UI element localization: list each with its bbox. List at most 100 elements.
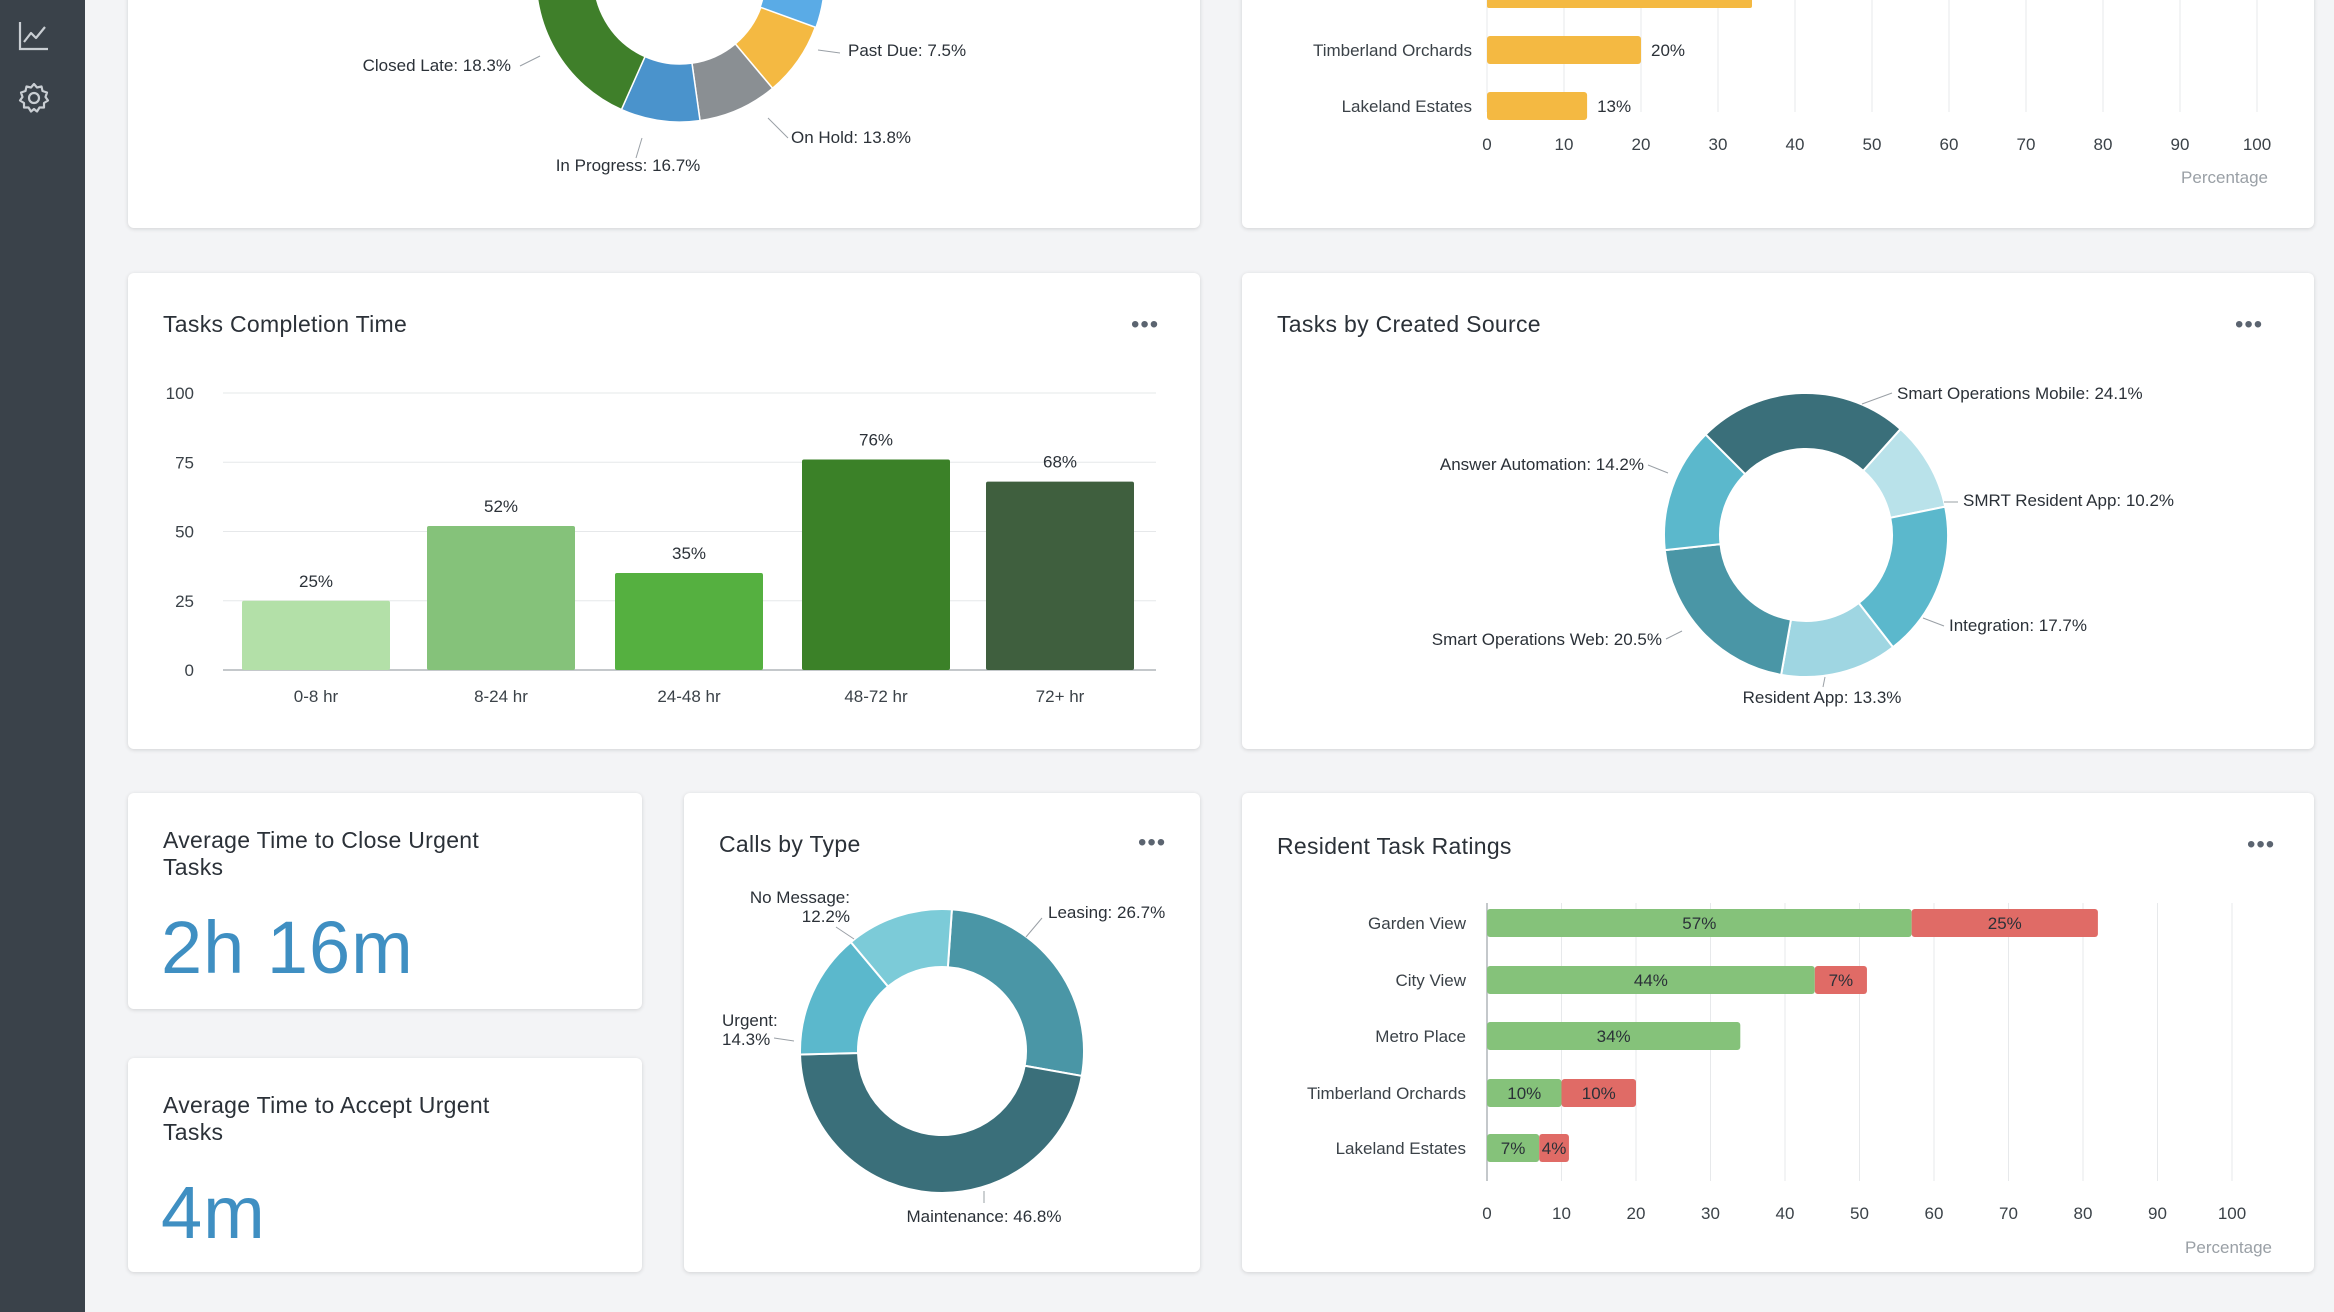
- bar-value-label: 68%: [1043, 453, 1077, 472]
- slice-label: Urgent:: [722, 1011, 778, 1030]
- x-tick-label: 80: [2074, 1204, 2093, 1223]
- avg-close-urgent-card: Average Time to Close Urgent Tasks 2h 16…: [128, 793, 642, 1009]
- bar-segment: [1487, 966, 1815, 994]
- bar-value-label: 35%: [672, 544, 706, 563]
- card-title: Tasks by Created Source: [1277, 311, 1541, 337]
- property-percentage-bar-chart: 0 10 20 30 40 50 60 70 80 90 100 Timberland Orchard…: [1313, 0, 2271, 187]
- axis-title: Percentage: [2185, 1238, 2272, 1257]
- x-tick-label: 80: [2094, 135, 2113, 154]
- tasks-completion-time-card: Tasks Completion Time ••• 0 25 50 75 100 25% 0…: [128, 273, 1200, 749]
- x-tick-label: 20: [1632, 135, 1651, 154]
- calls-by-type-card: Calls by Type ••• Leasing: 26.7% Maintena…: [684, 793, 1200, 1272]
- gear-icon[interactable]: [16, 80, 52, 116]
- x-tick-label: 0-8 hr: [294, 687, 339, 706]
- category-label: Timberland Orchards: [1307, 1084, 1466, 1103]
- x-tick-label: 50: [1863, 135, 1882, 154]
- x-tick-label: 48-72 hr: [844, 687, 908, 706]
- resident-task-ratings-bar-chart: 0 10 20 30 40 50 60 70 80 90 100 Garden View 57% 25% C…: [1307, 903, 2272, 1257]
- bar-value-label: 10%: [1507, 1084, 1541, 1103]
- x-tick-label: 60: [1940, 135, 1959, 154]
- bar-value-label: 13%: [1597, 97, 1631, 116]
- category-label: City View: [1395, 971, 1466, 990]
- donut-slice: [760, 0, 823, 28]
- x-tick-label: 90: [2148, 1204, 2167, 1223]
- bar-segment: [1487, 1134, 1540, 1162]
- slice-label: 12.2%: [802, 907, 850, 926]
- bar: [242, 600, 390, 670]
- bar: [615, 573, 763, 670]
- bar-value-label: 52%: [484, 497, 518, 516]
- bar: [802, 459, 950, 670]
- donut-slice: [849, 908, 953, 988]
- y-tick-label: 0: [185, 661, 194, 680]
- slice-label: Integration: 17.7%: [1949, 616, 2087, 635]
- bar-segment: [1814, 966, 1867, 994]
- slice-label: SMRT Resident App: 10.2%: [1963, 491, 2174, 510]
- x-tick-label: 50: [1850, 1204, 1869, 1223]
- avg-accept-urgent-card: Average Time to Accept Urgent Tasks 4m: [128, 1058, 642, 1272]
- x-tick-label: 0: [1482, 1204, 1491, 1223]
- x-tick-label: 60: [1925, 1204, 1944, 1223]
- axis-title: Percentage: [2181, 168, 2268, 187]
- x-tick-label: 20: [1627, 1204, 1646, 1223]
- slice-label: Resident App: 13.3%: [1743, 688, 1902, 707]
- card-title: Resident Task Ratings: [1277, 833, 1512, 859]
- x-tick-label: 30: [1709, 135, 1728, 154]
- card-menu-button[interactable]: •••: [2247, 831, 2276, 858]
- donut-slice: [946, 908, 1085, 1078]
- category-label: Lakeland Estates: [1336, 1139, 1466, 1158]
- task-status-card: Past Due: 7.5% On Hold: 13.8% In Progress:…: [128, 0, 1200, 228]
- bar-segment: [1487, 909, 1912, 937]
- bar-value-label: 76%: [859, 430, 893, 449]
- category-label: Timberland Orchards: [1313, 41, 1472, 60]
- donut-slice: [799, 1052, 1083, 1194]
- bar-value-label: 25%: [299, 572, 333, 591]
- calls-by-type-donut-chart: Leasing: 26.7%Maintenance: 46.8%Urgent:1…: [722, 888, 1165, 1226]
- x-tick-label: 40: [1776, 1204, 1795, 1223]
- bar-segment: [1539, 1134, 1569, 1162]
- bar-value-label: 34%: [1597, 1027, 1631, 1046]
- bar-value-label: 4%: [1542, 1139, 1567, 1158]
- property-bars-card: 0 10 20 30 40 50 60 70 80 90 100 Timberland Orchard…: [1242, 0, 2314, 228]
- card-menu-button[interactable]: •••: [1138, 829, 1167, 856]
- bar: [1487, 36, 1641, 64]
- leader-line: [835, 926, 855, 940]
- slice-label: In Progress: 16.7%: [556, 156, 701, 175]
- bar-value-label: 25%: [1988, 914, 2022, 933]
- slice-label: On Hold: 13.8%: [791, 128, 911, 147]
- leader-line: [1025, 917, 1043, 938]
- leader-line: [635, 137, 643, 159]
- card-title: Average Time to Close Urgent Tasks: [163, 827, 480, 880]
- x-tick-label: 70: [2017, 135, 2036, 154]
- slice-label: Closed Late: 18.3%: [363, 56, 511, 75]
- leader-line: [519, 55, 541, 67]
- card-title: Tasks Completion Time: [163, 311, 408, 337]
- bar: [1487, 0, 1752, 8]
- card-title: Average Time to Accept Urgent Tasks: [163, 1092, 490, 1145]
- slice-label: Maintenance: 46.8%: [907, 1207, 1062, 1226]
- line-chart-icon[interactable]: [16, 18, 52, 54]
- bar: [427, 525, 575, 670]
- x-tick-label: 24-48 hr: [657, 687, 721, 706]
- leader-line: [773, 1037, 795, 1042]
- bar-segment: [1487, 1022, 1741, 1050]
- created-source-donut-chart: Smart Operations Mobile: 24.1% SMRT Resid…: [1432, 384, 2174, 707]
- x-tick-label: 30: [1701, 1204, 1720, 1223]
- slice-label: 14.3%: [722, 1030, 770, 1049]
- donut-slice: [536, 0, 647, 111]
- leader-line: [767, 117, 789, 139]
- category-label: Metro Place: [1375, 1027, 1466, 1046]
- resident-task-ratings-card: Resident Task Ratings ••• 0 10 20 30 40 50 60 7…: [1242, 793, 2314, 1272]
- card-menu-button[interactable]: •••: [2235, 311, 2264, 338]
- bar: [986, 481, 1134, 670]
- card-title: Calls by Type: [719, 831, 861, 857]
- bar-segment: [1561, 1079, 1636, 1107]
- bar-value-label: 57%: [1682, 914, 1716, 933]
- donut-slice: [1704, 392, 1902, 476]
- leader-line: [1922, 617, 1945, 627]
- x-tick-label: 100: [2243, 135, 2271, 154]
- slice-label: Smart Operations Mobile: 24.1%: [1897, 384, 2143, 403]
- y-tick-label: 100: [166, 384, 194, 403]
- card-menu-button[interactable]: •••: [1131, 311, 1160, 338]
- x-tick-label: 40: [1786, 135, 1805, 154]
